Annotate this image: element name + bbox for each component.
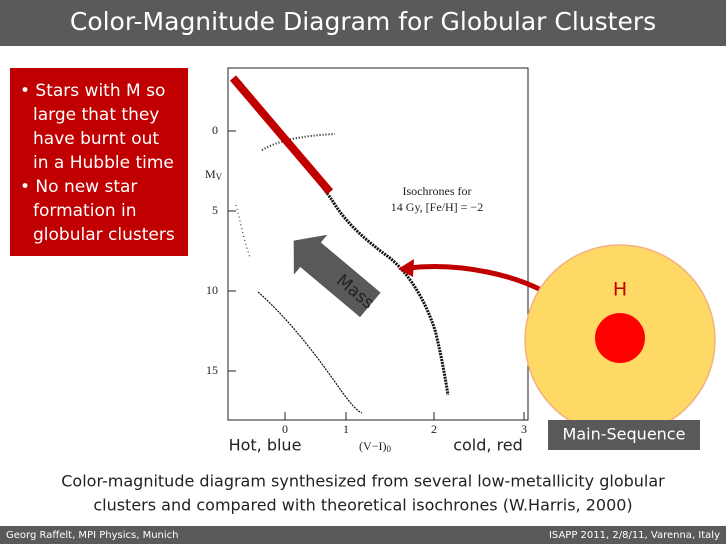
caption: Color-magnitude diagram synthesized from… [61,472,665,491]
white-dwarf-points [257,291,363,414]
title-bar [0,0,726,46]
y-tick-label: 5 [212,203,218,217]
isochrone-note: Isochrones for [403,184,472,198]
x-label-main: (V−I) [359,439,386,453]
sun-core [595,313,645,363]
x-tick-label: 0 [282,422,288,436]
footer-bar [0,526,726,544]
x-axis-label: (V−I)0 [359,439,391,454]
y-tick-label: 10 [206,283,218,297]
isochrone-turnoff-line [229,75,334,195]
x-tick-label: 2 [431,422,437,436]
bullet-line: • Stars with M so [20,81,165,101]
y-axis-label: MV [205,167,223,182]
y-label-main: M [205,167,216,181]
x-tick-label: 1 [343,422,349,436]
y-tick-label: 15 [206,363,218,377]
bullet-line: globular clusters [33,225,175,245]
hot-label: Hot, blue [229,436,302,455]
sun-caption-box [548,420,700,450]
sun-caption: Main-Sequence [563,425,686,444]
mass-arrow-shape [293,234,381,318]
bullet-list: • Stars with M so large that they have bur… [20,81,175,245]
y-label-sub: V [216,172,223,182]
cold-label: cold, red [453,436,523,455]
bullet-line: large that they [33,105,159,125]
bullet-line: • No new star [20,177,137,197]
x-tick-label: 3 [521,422,527,436]
bullet-box [10,68,188,256]
sun-label: H [613,279,627,301]
bullet-line: have burnt out [33,129,159,149]
x-label-sub: 0 [386,444,391,454]
footer-right: ISAPP 2011, 2/8/11, Varenna, Italy [549,530,720,541]
title: Color-Magnitude Diagram for Globular Clu… [70,7,656,36]
pointer-arrow-head [398,259,414,277]
y-tick-label: 0 [212,123,218,137]
isochrone-note: 14 Gy, [Fe/H] = −2 [391,200,483,214]
scattered-points [235,204,251,259]
footer-left: Georg Raffelt, MPI Physics, Munich [6,530,178,541]
bullet-line: in a Hubble time [33,153,174,173]
caption: clusters and compared with theoretical i… [93,496,632,515]
ticks: 0 5 10 15 0 1 2 3 [206,123,527,436]
bullet-line: formation in [33,201,137,221]
horizontal-branch-points [261,133,336,151]
